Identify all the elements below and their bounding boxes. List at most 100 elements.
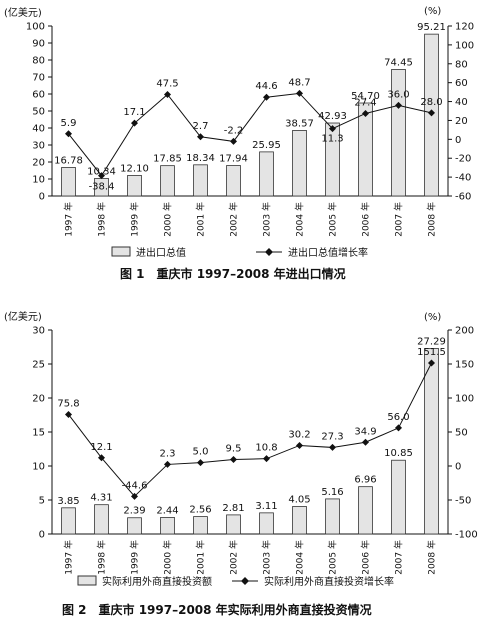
- bar: [193, 164, 208, 197]
- x-tick-label: 2001 年: [195, 540, 207, 575]
- bar-value-label: 10.34: [87, 166, 116, 177]
- legend-line-label: 实际利用外商直接投资增长率: [264, 575, 394, 588]
- line-marker: [65, 130, 72, 138]
- chart-fdi: (亿美元) (%) 实际利用外商直接投资额 实际利用外商直接投资增长率 图 2 …: [4, 310, 478, 617]
- left-tick-label: 10: [32, 462, 45, 473]
- x-tick-label: 2003 年: [261, 202, 273, 237]
- legend-bar-label: 进出口总值: [136, 246, 186, 259]
- bar: [226, 165, 241, 197]
- right-tick-label: 150: [455, 360, 474, 371]
- legend: 实际利用外商直接投资额 实际利用外商直接投资增长率: [77, 575, 394, 588]
- x-tick-label: 1999 年: [129, 540, 141, 575]
- bar-value-label: 95.21: [417, 22, 446, 33]
- right-tick-label: -60: [455, 192, 471, 203]
- line-value-label: 48.7: [288, 77, 310, 88]
- line-value-label: 5.9: [61, 118, 77, 129]
- bar: [424, 348, 439, 535]
- left-tick-label: 30: [32, 141, 45, 152]
- line-marker: [131, 119, 138, 127]
- bar-value-label: 2.56: [189, 505, 211, 516]
- line-marker: [296, 89, 303, 97]
- bar-value-label: 6.96: [354, 475, 376, 486]
- bar: [292, 130, 307, 197]
- right-unit-label: (%): [424, 312, 441, 323]
- left-tick-label: 40: [32, 124, 45, 135]
- left-tick-label: 20: [32, 394, 45, 405]
- line-marker: [230, 137, 237, 145]
- line-value-label: 10.8: [255, 443, 277, 454]
- x-tick-label: 2004 年: [294, 202, 306, 237]
- line-marker: [362, 438, 369, 446]
- bar-value-label: 54.70: [351, 91, 380, 102]
- x-tick-label: 2003 年: [261, 540, 273, 575]
- bar: [325, 498, 340, 535]
- line-value-label: 56.0: [387, 412, 409, 423]
- bar: [358, 486, 373, 535]
- figure-caption: 图 2 重庆市 1997–2008 年实际利用外商直接投资情况: [62, 602, 372, 617]
- right-tick-label: 100: [455, 40, 474, 51]
- bar-value-label: 27.29: [417, 336, 446, 347]
- legend-bar-swatch: [111, 246, 131, 257]
- line-value-label: -2.2: [224, 125, 244, 136]
- left-tick-label: 15: [32, 428, 45, 439]
- line-value-label: 2.7: [193, 121, 209, 132]
- line-value-label: 12.1: [90, 442, 112, 453]
- left-tick-label: 5: [39, 496, 45, 507]
- right-tick-label: 120: [455, 22, 474, 33]
- line-value-label: 17.1: [123, 107, 145, 118]
- legend-bar-swatch: [77, 575, 97, 586]
- x-tick-label: 1999 年: [129, 202, 141, 237]
- left-unit-label: (亿美元): [4, 310, 42, 323]
- right-tick-label: 40: [455, 97, 468, 108]
- right-tick-label: 60: [455, 78, 468, 89]
- bar-value-label: 38.57: [285, 118, 314, 129]
- line-value-label: -38.4: [89, 182, 115, 193]
- x-tick-label: 2006 年: [360, 540, 372, 575]
- legend-line-label: 进出口总值增长率: [288, 246, 368, 259]
- line-marker: [164, 460, 171, 468]
- line-value-label: 28.0: [420, 97, 442, 108]
- bar-value-label: 2.81: [222, 503, 244, 514]
- right-tick-label: -20: [455, 154, 471, 165]
- x-tick-label: 2008 年: [426, 540, 438, 575]
- line-marker: [296, 441, 303, 449]
- bar: [325, 122, 340, 197]
- x-tick-label: 1998 年: [96, 202, 108, 237]
- left-tick-label: 80: [32, 56, 45, 67]
- line-marker: [263, 93, 270, 101]
- bar: [292, 506, 307, 535]
- x-tick-label: 2000 年: [162, 540, 174, 575]
- bar-value-label: 4.05: [288, 494, 310, 505]
- bar-value-label: 5.16: [321, 487, 343, 498]
- bar-value-label: 12.10: [120, 163, 149, 174]
- chart-import-export: (亿美元) (%) 进出口总值 进出口总值增长率 图 1 重庆市 1997–20…: [4, 6, 474, 281]
- bar: [391, 69, 406, 197]
- line-value-label: 75.8: [57, 398, 79, 409]
- left-tick-label: 90: [32, 39, 45, 50]
- line-value-label: 44.6: [255, 81, 277, 92]
- line-value-label: 5.0: [193, 447, 209, 458]
- line-marker: [428, 359, 435, 367]
- x-tick-label: 2007 年: [393, 202, 405, 237]
- bar-value-label: 17.85: [153, 154, 182, 165]
- line-value-label: -44.6: [122, 480, 148, 491]
- x-tick-label: 2007 年: [393, 540, 405, 575]
- bar-value-label: 74.45: [384, 57, 413, 68]
- line-marker: [395, 101, 402, 109]
- line-value-label: 2.3: [160, 448, 176, 459]
- line-marker: [197, 133, 204, 141]
- bar: [160, 517, 175, 535]
- line-marker: [329, 443, 336, 451]
- left-tick-label: 100: [26, 22, 45, 33]
- line-marker: [329, 125, 336, 133]
- bar: [94, 504, 109, 535]
- line-value-label: 47.5: [156, 78, 178, 89]
- x-tick-label: 2000 年: [162, 202, 174, 237]
- right-tick-label: -50: [455, 496, 471, 507]
- right-tick-label: 200: [455, 326, 474, 337]
- legend: 进出口总值 进出口总值增长率: [111, 246, 368, 259]
- line-value-label: 11.3: [321, 134, 343, 145]
- left-tick-label: 0: [39, 530, 45, 541]
- figure-caption: 图 1 重庆市 1997–2008 年进出口情况: [120, 266, 346, 281]
